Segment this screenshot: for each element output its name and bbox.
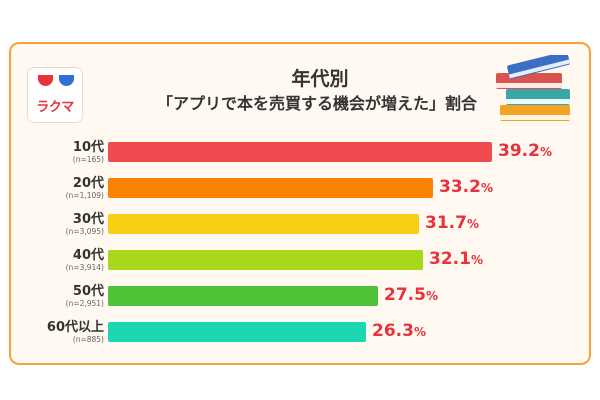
sample-size-label: (n=1,109) (65, 191, 104, 200)
category-label: 30代 (n=3,095) (44, 213, 104, 237)
bar (108, 250, 423, 270)
category-name: 20代 (72, 176, 104, 191)
value-label: 26.3% (372, 321, 426, 341)
value-label: 33.2% (439, 177, 493, 197)
chart-title: 年代別 (291, 68, 349, 90)
chart-subtitle: 「アプリで本を売買する機会が増えた」割合 (156, 94, 477, 113)
sample-size-label: (n=3,914) (65, 263, 104, 272)
value-label: 31.7% (425, 213, 479, 233)
rakuma-logo: ラクマ (27, 67, 83, 123)
percent-sign: % (413, 325, 426, 339)
bar (108, 322, 366, 342)
value-label: 39.2% (498, 141, 552, 161)
category-label: 20代 (n=1,109) (44, 177, 104, 201)
logo-text: ラクマ (36, 100, 74, 115)
category-name: 40代 (72, 248, 104, 263)
category-label: 50代 (n=2,951) (44, 285, 104, 309)
books-illustration-icon (496, 55, 571, 121)
sample-size-label: (n=885) (72, 335, 104, 344)
chart-card (9, 42, 591, 365)
percent-sign: % (480, 181, 493, 195)
category-name: 30代 (72, 212, 104, 227)
bar (108, 214, 419, 234)
bar (108, 286, 378, 306)
category-name: 10代 (72, 140, 104, 155)
percent-sign: % (470, 253, 483, 267)
percent-sign: % (539, 145, 552, 159)
value-label: 32.1% (429, 249, 483, 269)
sample-size-label: (n=2,951) (65, 299, 104, 308)
percent-sign: % (425, 289, 438, 303)
category-name: 60代以上 (46, 320, 104, 335)
sample-size-label: (n=165) (72, 155, 104, 164)
bar (108, 142, 492, 162)
category-label: 40代 (n=3,914) (44, 249, 104, 273)
category-name: 50代 (72, 284, 104, 299)
logo-red-shape (38, 75, 53, 86)
sample-size-label: (n=3,095) (65, 227, 104, 236)
bar (108, 178, 433, 198)
value-label: 27.5% (384, 285, 438, 305)
logo-blue-shape (59, 75, 74, 86)
category-label: 60代以上 (n=885) (44, 321, 104, 345)
percent-sign: % (466, 217, 479, 231)
category-label: 10代 (n=165) (44, 141, 104, 165)
